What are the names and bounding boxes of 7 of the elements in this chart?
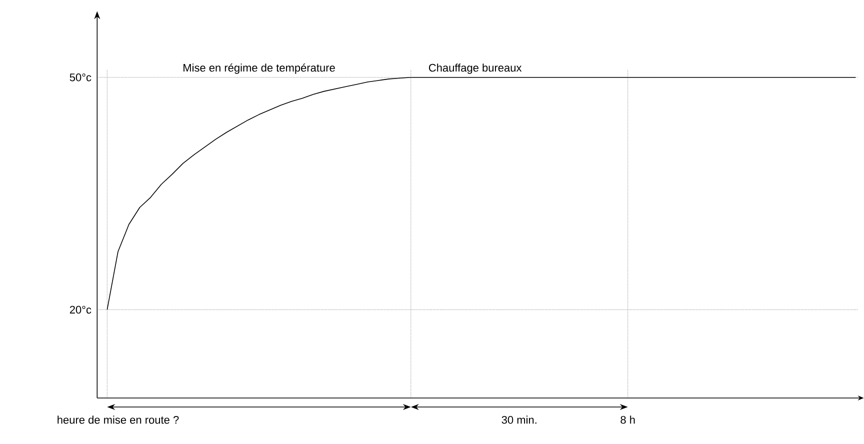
y-tick-label: 20°c — [70, 306, 92, 314]
x-tick-label: heure de mise en route ? — [58, 416, 179, 424]
x-tick-label: 30 min. — [502, 416, 536, 424]
x-tick-label: 8 h — [620, 416, 635, 424]
annotation: Chauffage bureaux — [428, 64, 522, 74]
y-tick-label: 50°c — [70, 73, 92, 82]
annotation: Mise en régime de température — [184, 63, 335, 74]
